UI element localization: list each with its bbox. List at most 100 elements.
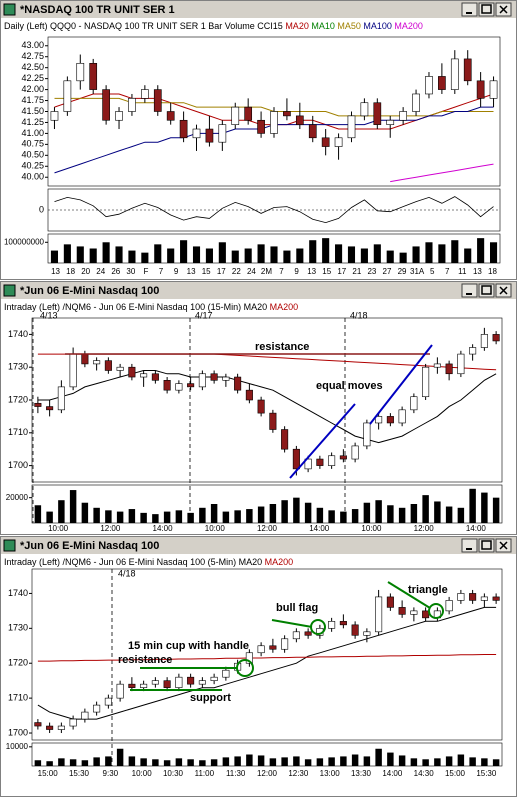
candle-body	[375, 416, 383, 424]
candle-body	[205, 128, 214, 143]
candle-body	[166, 111, 175, 121]
minimize-button[interactable]	[461, 2, 478, 17]
x-tick-label: 7	[159, 267, 164, 276]
candle-body	[151, 373, 159, 381]
title-bar	[1, 282, 516, 299]
volume-bar	[269, 758, 277, 766]
volume-tick-label: 100000000	[4, 237, 45, 246]
volume-bar	[58, 500, 65, 523]
volume-bar	[387, 752, 394, 766]
volume-bar	[481, 492, 488, 523]
volume-bar	[218, 242, 226, 263]
header-item: (Left)	[24, 21, 48, 31]
candle-body	[163, 380, 171, 391]
volume-bar	[46, 511, 53, 523]
candle-body	[347, 115, 356, 139]
candle-body	[270, 111, 278, 134]
volume-bar	[81, 760, 89, 766]
volume-bar	[257, 244, 265, 263]
candle-body	[410, 610, 418, 615]
moving-average	[37, 370, 497, 444]
moving-average	[37, 654, 497, 662]
minimize-button[interactable]	[461, 283, 478, 298]
x-tick-label: 13	[51, 267, 60, 276]
candle-body	[304, 631, 312, 636]
volume-bar	[445, 756, 453, 766]
x-tick-label: 14:30	[414, 769, 435, 778]
y-tick-label: 1710	[8, 692, 28, 702]
candle-body	[425, 76, 433, 95]
volume-bar	[163, 760, 171, 766]
move-line	[289, 403, 356, 479]
volume-bar	[304, 759, 312, 766]
volume-bar	[296, 248, 304, 263]
y-tick-label: 41.75	[21, 95, 44, 105]
y-tick-label: 41.50	[21, 106, 44, 116]
panel	[31, 568, 503, 741]
candle-body	[321, 137, 330, 147]
header-item: MA20	[236, 557, 262, 567]
candle-body	[422, 366, 430, 398]
volume-bar	[434, 501, 441, 523]
x-tick-label: 12:00	[100, 524, 121, 533]
volume-bar	[210, 504, 218, 523]
volume-bar	[93, 507, 100, 523]
panel	[31, 484, 503, 524]
volume-bar	[154, 244, 162, 263]
title-bar	[1, 537, 516, 554]
maximize-glyph	[481, 285, 492, 295]
x-tick-label: 31A	[410, 267, 425, 276]
x-tick-label: 15:30	[69, 769, 90, 778]
candle-body	[257, 399, 265, 414]
candle-body	[469, 347, 477, 355]
candle-body	[422, 610, 430, 619]
volume-bar	[269, 504, 277, 523]
header-item: Intraday	[4, 557, 37, 567]
candle-body	[386, 416, 394, 424]
volume-bar	[69, 490, 77, 523]
volume-bar	[425, 242, 433, 263]
header-item: /NQM6 - Jun 06 E-Mini Nasdaq 100 (15-Min…	[60, 302, 241, 312]
minimize-button[interactable]	[461, 538, 478, 553]
volume-bar	[234, 756, 241, 766]
chart-header: Intraday (Left) /NQM6 - Jun 06 E-Mini Na…	[4, 557, 293, 567]
volume-bar	[375, 500, 382, 523]
candle-body	[50, 111, 59, 121]
breakout-circle	[310, 619, 326, 635]
triangle-line	[387, 581, 431, 609]
candle-body	[57, 725, 65, 730]
chart-header: Daily (Left) QQQ0 - NASDAQ 100 TR UNIT S…	[4, 21, 423, 31]
volume-bar	[373, 244, 381, 263]
maximize-glyph	[481, 540, 492, 550]
candle-body	[175, 676, 183, 688]
window-frame	[0, 0, 517, 280]
y-tick-label: 1740	[8, 329, 28, 339]
x-tick-label: 24	[247, 267, 256, 276]
candle-body	[69, 353, 77, 388]
y-tick-label: 1730	[8, 362, 28, 372]
x-tick-label: 10:00	[132, 769, 153, 778]
candle-body	[492, 334, 500, 342]
volume-bar	[399, 252, 407, 263]
candle-body	[328, 455, 336, 466]
volume-bar	[63, 244, 71, 263]
volume-bar	[128, 250, 136, 263]
candle-body	[34, 402, 42, 407]
volume-bar	[140, 758, 147, 766]
candle-body	[93, 704, 101, 713]
candle-body	[386, 119, 395, 125]
x-tick-label: 13	[473, 267, 482, 276]
candle-body	[281, 429, 289, 450]
volume-bar	[76, 246, 84, 263]
candle-body	[450, 58, 459, 90]
volume-bar	[281, 757, 288, 766]
candle-body	[257, 645, 265, 654]
y-tick-label: 42.25	[21, 73, 44, 83]
candle-body	[46, 725, 54, 730]
volume-bar	[335, 244, 343, 263]
title-bar	[1, 1, 516, 18]
candle-body	[141, 89, 149, 99]
volume-bar	[244, 248, 252, 263]
x-tick-label: 17	[337, 267, 346, 276]
